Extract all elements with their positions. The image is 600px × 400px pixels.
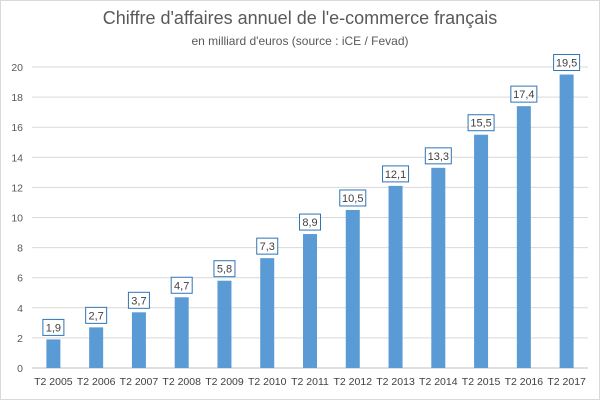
data-label-box: [510, 85, 538, 103]
x-tick-label: T2 2017: [547, 376, 586, 388]
y-tick-label: 2: [17, 333, 23, 345]
x-tick-label: T2 2016: [505, 376, 544, 388]
chart-title: Chiffre d'affaires annuel de l'e-commerc…: [102, 8, 498, 28]
y-tick-label: 12: [11, 182, 23, 194]
x-tick-label: T2 2015: [462, 376, 501, 388]
y-tick-label: 20: [11, 62, 23, 74]
x-tick-label: T2 2009: [205, 376, 244, 388]
bar: [516, 106, 531, 368]
bar: [131, 312, 146, 368]
data-label-box: [85, 306, 108, 324]
data-label: 3,7: [131, 295, 146, 307]
x-tick-label: T2 2012: [334, 376, 373, 388]
data-label: 19,5: [556, 58, 577, 70]
data-label: 7,3: [260, 241, 275, 253]
data-label-box: [213, 260, 236, 278]
bar: [303, 234, 317, 368]
y-tick-label: 0: [17, 363, 23, 375]
x-tick-label: T2 2013: [376, 376, 415, 388]
bar: [474, 134, 489, 368]
data-label: 8,9: [302, 217, 317, 229]
data-label-box: [299, 213, 321, 231]
bar: [89, 327, 104, 368]
bar: [174, 297, 189, 368]
data-label-box: [467, 114, 495, 132]
bar: [217, 280, 232, 368]
x-tick-label: T2 2011: [291, 376, 329, 388]
x-tick-label: T2 2006: [77, 376, 116, 388]
data-label-box: [256, 237, 279, 255]
data-label-box: [170, 276, 193, 294]
y-tick-label: 10: [11, 213, 23, 225]
data-label: 15,5: [470, 118, 491, 130]
y-tick-label: 14: [11, 152, 23, 164]
data-label: 4,7: [174, 280, 189, 292]
x-tick-label: T2 2008: [162, 376, 201, 388]
data-label: 17,4: [513, 89, 534, 101]
y-tick-label: 6: [17, 273, 23, 285]
chart-subtitle: en milliard d'euros (source : iCE / Feva…: [191, 34, 409, 48]
data-label-box: [339, 189, 367, 207]
y-tick-label: 16: [11, 122, 23, 134]
x-tick-label: T2 2007: [120, 376, 159, 388]
bar: [46, 339, 61, 368]
bar: [260, 258, 275, 368]
x-tick-label: T2 2005: [34, 376, 73, 388]
x-tick-label: T2 2014: [419, 376, 458, 388]
data-label-box: [127, 291, 150, 309]
y-tick-label: 4: [17, 303, 23, 315]
data-label: 12,1: [385, 169, 406, 181]
data-label-box: [424, 147, 452, 165]
y-tick-label: 18: [11, 92, 23, 104]
data-label: 2,7: [89, 310, 104, 322]
data-label-box: [553, 54, 581, 72]
data-label: 1,9: [46, 322, 61, 334]
y-tick-label: 8: [17, 243, 23, 255]
data-label: 5,8: [217, 264, 232, 276]
bar: [559, 74, 574, 369]
bar: [345, 209, 360, 368]
data-label: 10,5: [342, 193, 363, 205]
x-tick-label: T2 2010: [248, 376, 287, 388]
bar: [388, 185, 403, 368]
data-label-box: [382, 165, 410, 183]
data-label-box: [42, 318, 65, 336]
data-label: 13,3: [428, 151, 449, 163]
bar: [431, 167, 446, 368]
